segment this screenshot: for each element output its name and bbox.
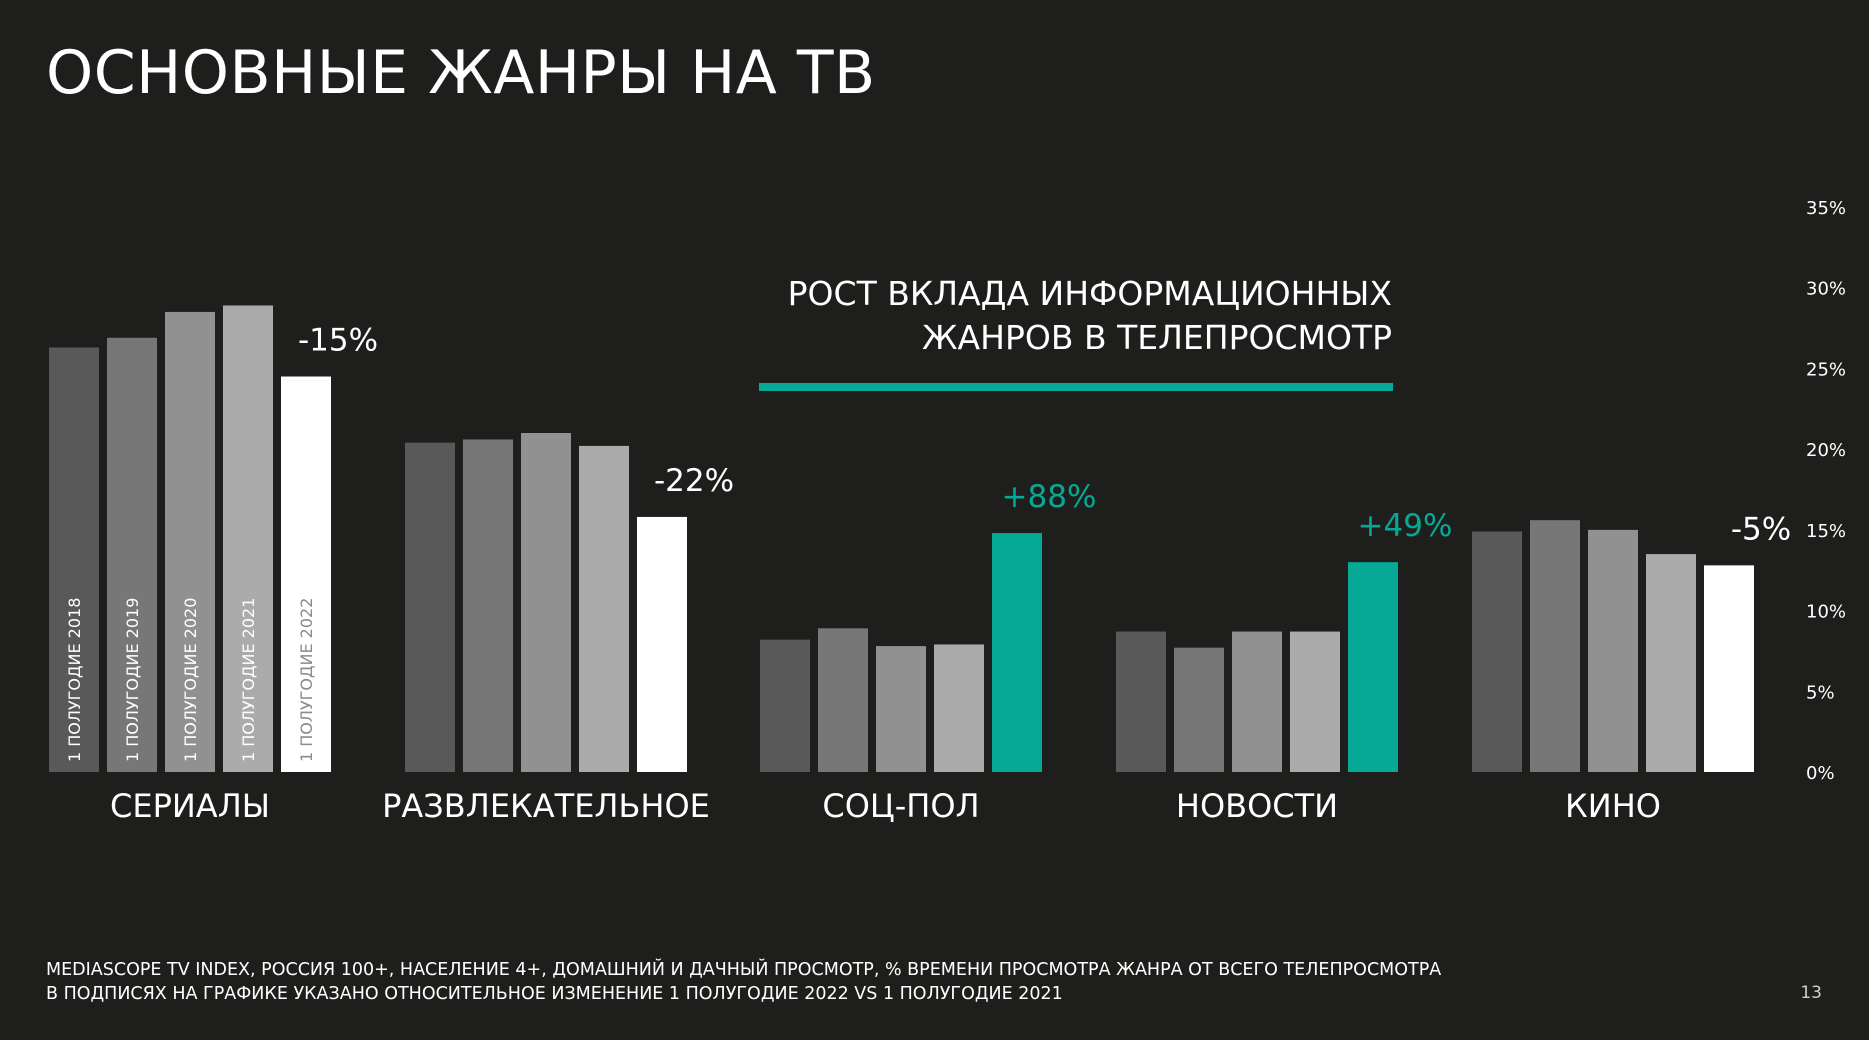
bar: [1290, 631, 1340, 772]
change-label: -15%: [298, 323, 378, 359]
bar: [1646, 554, 1696, 772]
footnote-line-2: В ПОДПИСЯХ НА ГРАФИКЕ УКАЗАНО ОТНОСИТЕЛЬ…: [46, 984, 1063, 1004]
bar: [107, 337, 157, 772]
bar: [992, 533, 1042, 772]
category-label: НОВОСТИ: [1176, 787, 1338, 825]
page-title: ОСНОВНЫЕ ЖАНРЫ НА ТВ: [46, 38, 876, 108]
bar: [1530, 520, 1580, 772]
bar: [637, 516, 687, 772]
series-label: 1 ПОЛУГОДИЕ 2020: [181, 598, 200, 762]
change-label: -5%: [1731, 511, 1791, 547]
bar: [818, 628, 868, 772]
bar: [934, 644, 984, 772]
bar: [49, 347, 99, 772]
bar: [463, 439, 513, 772]
callout-underline: [759, 383, 1393, 391]
callout-line-1: РОСТ ВКЛАДА ИНФОРМАЦИОННЫХ: [787, 274, 1392, 313]
y-tick-label: 30%: [1806, 279, 1846, 300]
bar: [1588, 529, 1638, 772]
source-footnote: MEDIASCOPE TV INDEX, РОССИЯ 100+, НАСЕЛЕ…: [46, 958, 1441, 1006]
series-label: 1 ПОЛУГОДИЕ 2019: [123, 598, 142, 762]
category-label: КИНО: [1565, 787, 1661, 825]
callout-line-2: ЖАНРОВ В ТЕЛЕПРОСМОТР: [922, 318, 1392, 357]
y-tick-label: 0%: [1806, 763, 1835, 784]
bar: [579, 445, 629, 772]
change-label: +49%: [1358, 508, 1453, 544]
y-tick-label: 10%: [1806, 602, 1846, 623]
change-label: +88%: [1002, 479, 1097, 515]
bar: [876, 646, 926, 772]
callout-text: РОСТ ВКЛАДА ИНФОРМАЦИОННЫХ ЖАНРОВ В ТЕЛЕ…: [788, 272, 1392, 360]
series-label: 1 ПОЛУГОДИЕ 2018: [65, 598, 84, 762]
bar: [165, 311, 215, 772]
category-label: РАЗВЛЕКАТЕЛЬНОЕ: [382, 787, 710, 825]
category-label: СЕРИАЛЫ: [110, 787, 270, 825]
y-tick-label: 25%: [1806, 359, 1846, 380]
y-tick-label: 15%: [1806, 521, 1846, 542]
bar: [1704, 565, 1754, 772]
bar: [281, 376, 331, 772]
bar: [760, 639, 810, 772]
page-number: 13: [1800, 983, 1822, 1003]
series-label: 1 ПОЛУГОДИЕ 2022: [297, 598, 316, 762]
y-tick-label: 35%: [1806, 198, 1846, 219]
y-tick-label: 5%: [1806, 682, 1835, 703]
footnote-line-1: MEDIASCOPE TV INDEX, РОССИЯ 100+, НАСЕЛЕ…: [46, 960, 1442, 980]
bar: [1174, 647, 1224, 772]
bar: [1232, 631, 1282, 772]
series-label: 1 ПОЛУГОДИЕ 2021: [239, 598, 258, 762]
category-label: СОЦ-ПОЛ: [822, 787, 979, 825]
bar: [1116, 631, 1166, 772]
y-tick-label: 20%: [1806, 440, 1846, 461]
bar: [223, 305, 273, 772]
bar: [521, 433, 571, 772]
change-label: -22%: [654, 463, 734, 499]
bar: [1348, 562, 1398, 772]
bar: [1472, 531, 1522, 772]
bar: [405, 442, 455, 772]
